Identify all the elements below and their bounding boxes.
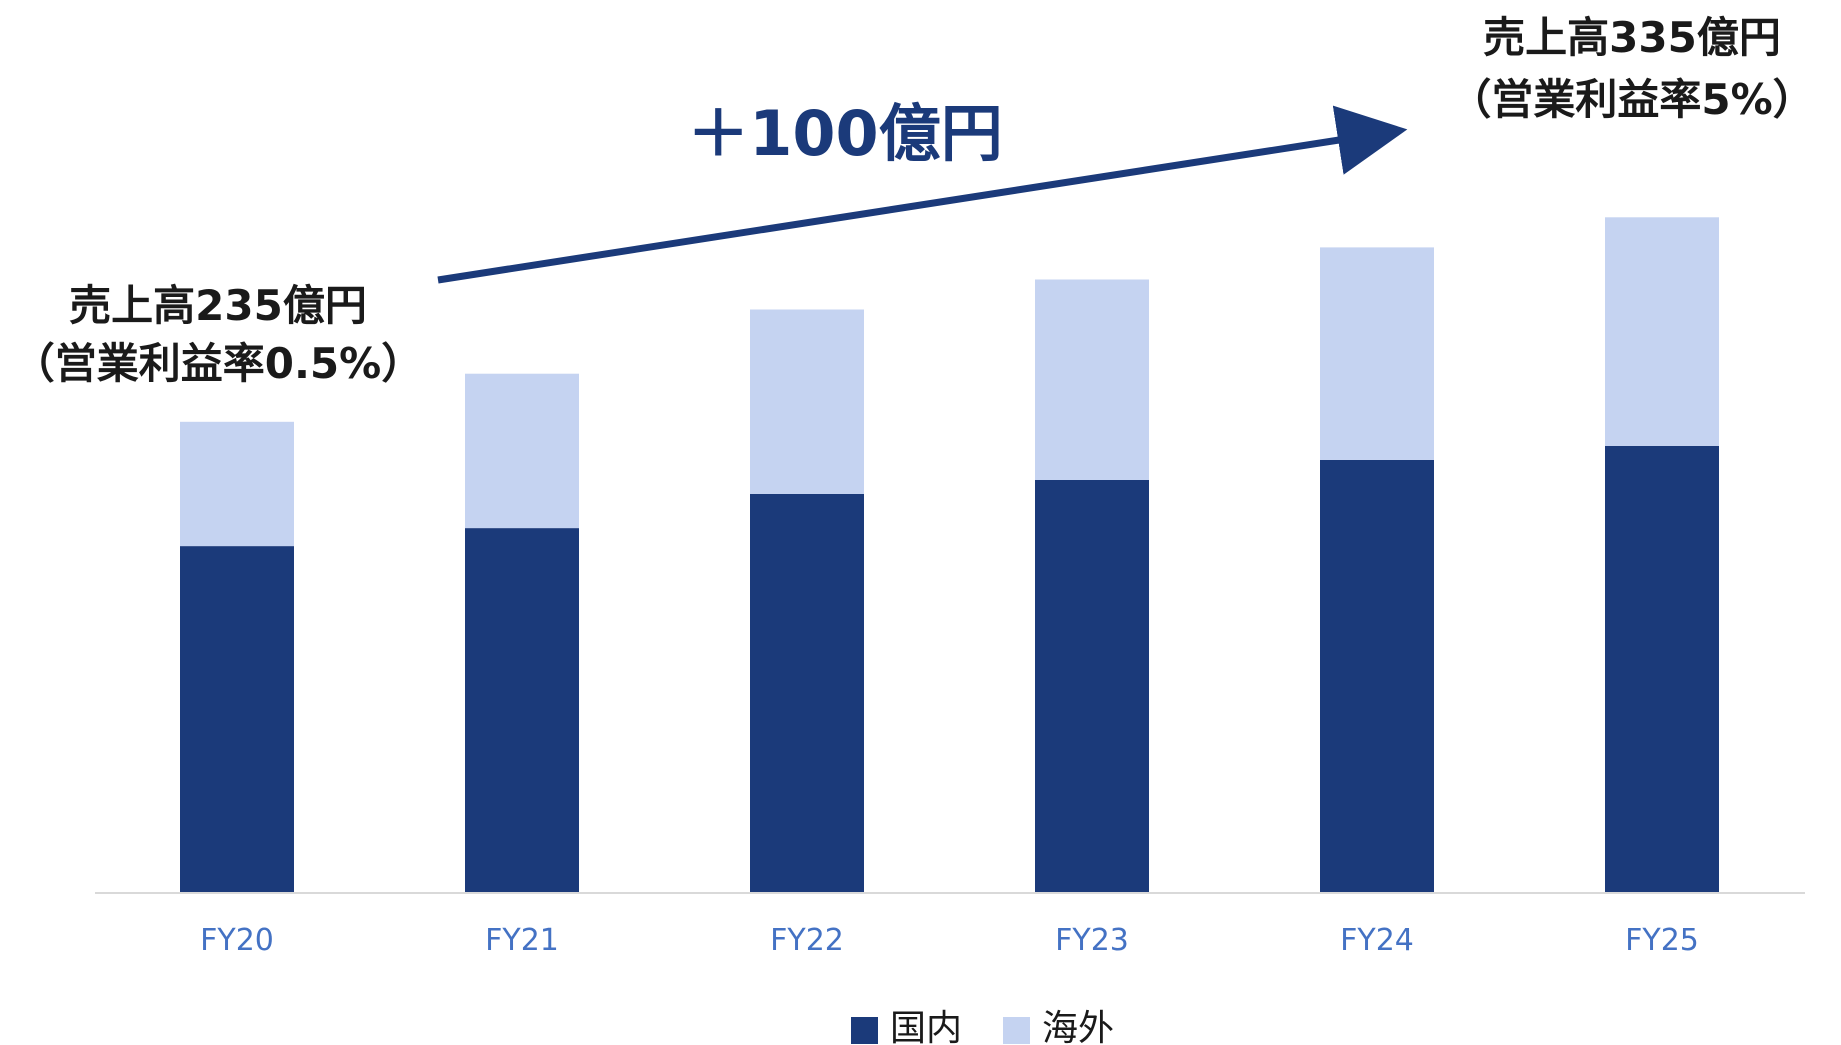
bars-group xyxy=(180,217,1719,893)
legend-label-domestic: 国内 xyxy=(890,1008,962,1045)
bar-fy22-overseas xyxy=(750,309,864,494)
bar-fy21-domestic xyxy=(465,528,579,893)
x-tick-label-fy20: FY20 xyxy=(200,923,274,958)
x-tick-label-fy24: FY24 xyxy=(1340,923,1414,958)
x-tick-label-fy23: FY23 xyxy=(1055,923,1129,958)
bar-fy21-overseas xyxy=(465,373,579,529)
bar-fy24-domestic xyxy=(1320,459,1434,893)
bar-fy24-overseas xyxy=(1320,247,1434,460)
bar-fy23-overseas xyxy=(1035,279,1149,480)
bar-fy20-overseas xyxy=(180,421,294,547)
x-tick-label-fy22: FY22 xyxy=(770,923,844,958)
x-tick-label-fy25: FY25 xyxy=(1625,923,1699,958)
growth-annotation: ＋100億円 xyxy=(687,97,1002,170)
end-annotation-line1: 売上高335億円 xyxy=(1483,13,1781,62)
bar-fy23-domestic xyxy=(1035,480,1149,893)
legend-swatch-domestic xyxy=(851,1017,878,1044)
bar-fy20-domestic xyxy=(180,546,294,893)
bar-fy25-domestic xyxy=(1605,445,1719,893)
legend-label-overseas: 海外 xyxy=(1042,1008,1114,1045)
bar-fy22-domestic xyxy=(750,494,864,893)
legend: 国内 海外 xyxy=(851,1008,1114,1045)
start-annotation-line2: （営業利益率0.5%） xyxy=(13,339,424,388)
end-annotation-line2: （営業利益率5%） xyxy=(1449,75,1814,124)
start-annotation-line1: 売上高235億円 xyxy=(69,281,367,330)
growth-arrow xyxy=(437,105,1408,284)
x-tick-labels: FY20 FY21 FY22 FY23 FY24 FY25 xyxy=(200,923,1699,958)
x-tick-label-fy21: FY21 xyxy=(485,923,559,958)
legend-swatch-overseas xyxy=(1003,1017,1030,1044)
bar-fy25-overseas xyxy=(1605,217,1719,446)
